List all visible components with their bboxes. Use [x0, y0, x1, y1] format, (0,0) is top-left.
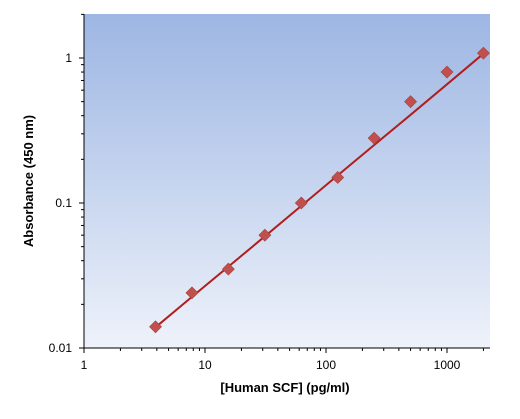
x-tick-label: 10: [198, 358, 212, 372]
data-point: [367, 131, 381, 145]
data-point: [440, 65, 454, 79]
data-point: [221, 262, 235, 276]
data-point: [477, 46, 490, 60]
data-point: [404, 95, 417, 109]
x-tick-label: 100: [316, 358, 336, 372]
marker-layer: [149, 46, 490, 334]
axes-layer: [79, 13, 490, 353]
x-tick-label: 1: [81, 358, 88, 372]
fit-line-layer: [154, 52, 485, 329]
plot-area: [84, 14, 490, 348]
y-axis-title: Absorbance (450 nm): [21, 115, 36, 247]
y-tick-label: 0.1: [55, 196, 72, 210]
data-point: [258, 228, 272, 242]
x-tick-label: 1000: [434, 358, 461, 372]
y-tick-label: 1: [65, 51, 72, 65]
data-point: [294, 196, 308, 210]
x-axis-title: [Human SCF] (pg/ml): [220, 380, 349, 395]
fit-line: [154, 52, 485, 329]
data-point: [331, 171, 345, 184]
tick-label-layer: 1 10 100 1000 0.01 0.1 1: [49, 51, 461, 372]
y-tick-label: 0.01: [49, 341, 73, 355]
data-point: [149, 320, 162, 334]
data-point: [185, 286, 199, 300]
